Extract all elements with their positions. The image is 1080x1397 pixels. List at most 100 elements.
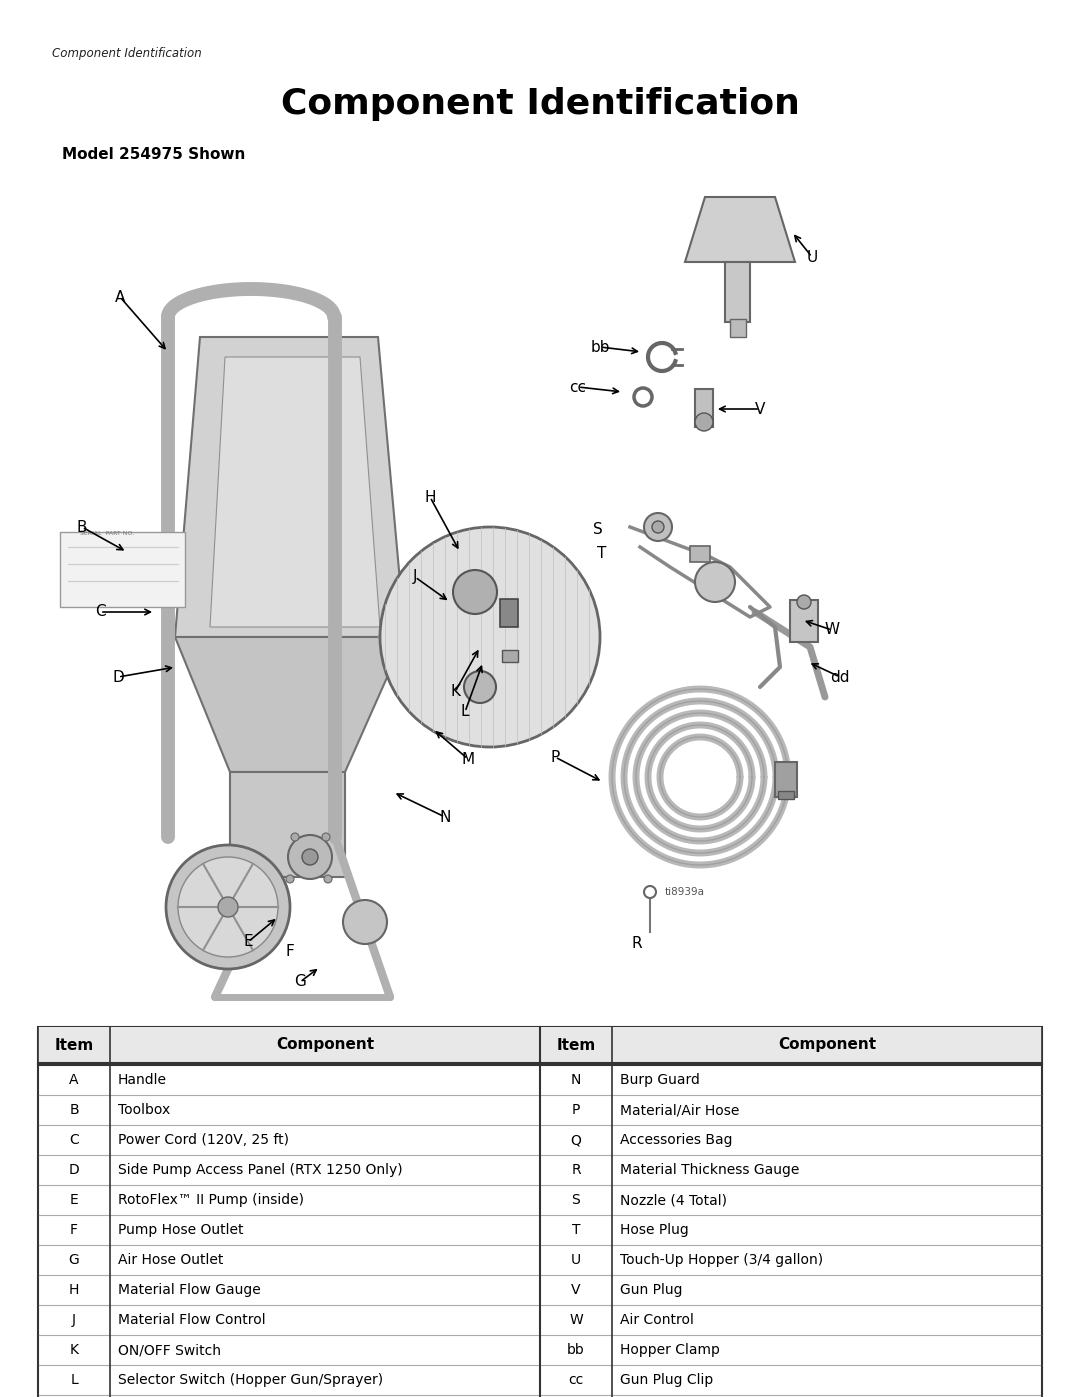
Text: A: A (114, 289, 125, 305)
Text: Material Thickness Gauge: Material Thickness Gauge (620, 1162, 799, 1178)
Text: Component: Component (275, 1038, 374, 1052)
Text: Power Cord (120V, 25 ft): Power Cord (120V, 25 ft) (118, 1133, 289, 1147)
Bar (230, 773, 345, 877)
Text: 311772G: 311772G (52, 1338, 110, 1352)
Circle shape (644, 513, 672, 541)
Bar (38, 1027, 1042, 1397)
Text: G: G (69, 1253, 79, 1267)
Text: 5: 5 (1020, 1338, 1028, 1352)
Text: ti8939a: ti8939a (665, 887, 705, 897)
Text: L: L (461, 704, 469, 719)
Text: B: B (69, 1104, 79, 1118)
Text: Gun Plug: Gun Plug (620, 1282, 683, 1296)
Text: W: W (569, 1313, 583, 1327)
Circle shape (343, 900, 387, 944)
Text: G: G (294, 975, 306, 989)
Polygon shape (685, 197, 795, 263)
Circle shape (464, 671, 496, 703)
Text: Q: Q (570, 1133, 581, 1147)
Text: P: P (551, 750, 559, 764)
Polygon shape (175, 337, 405, 637)
Bar (502, 650, 518, 662)
Bar (775, 761, 797, 798)
Bar (725, 263, 750, 321)
Circle shape (324, 875, 332, 883)
Text: Hopper Clamp: Hopper Clamp (620, 1343, 720, 1356)
Bar (540, 1027, 1042, 1063)
Text: L: L (70, 1373, 78, 1387)
Text: Nozzle (4 Total): Nozzle (4 Total) (620, 1193, 727, 1207)
Text: B: B (77, 520, 87, 535)
Text: T: T (597, 546, 607, 562)
Text: Model 254975 Shown: Model 254975 Shown (62, 147, 245, 162)
Circle shape (166, 845, 291, 970)
Bar (500, 599, 518, 627)
Text: U: U (807, 250, 818, 264)
Polygon shape (210, 358, 380, 627)
Text: D: D (69, 1162, 79, 1178)
Text: ON/OFF Switch: ON/OFF Switch (118, 1343, 221, 1356)
Circle shape (291, 833, 299, 841)
Text: Hose Plug: Hose Plug (620, 1222, 689, 1236)
Text: bb: bb (567, 1343, 585, 1356)
Text: Item: Item (54, 1038, 94, 1052)
Text: P: P (571, 1104, 580, 1118)
Text: Pump Hose Outlet: Pump Hose Outlet (118, 1222, 243, 1236)
Text: F: F (285, 944, 295, 960)
Text: Accessories Bag: Accessories Bag (620, 1133, 732, 1147)
Text: Item: Item (556, 1038, 596, 1052)
Text: bb: bb (591, 339, 610, 355)
Text: J: J (413, 570, 417, 584)
Text: W: W (824, 623, 839, 637)
Text: Material Flow Control: Material Flow Control (118, 1313, 266, 1327)
Bar (696, 388, 713, 427)
Text: Material/Air Hose: Material/Air Hose (620, 1104, 740, 1118)
Text: J: J (72, 1313, 76, 1327)
Text: U: U (571, 1253, 581, 1267)
Text: T: T (571, 1222, 580, 1236)
Bar (778, 791, 794, 799)
Text: Selector Switch (Hopper Gun/Sprayer): Selector Switch (Hopper Gun/Sprayer) (118, 1373, 383, 1387)
Text: cc: cc (568, 1373, 583, 1387)
Text: Side Pump Access Panel (RTX 1250 Only): Side Pump Access Panel (RTX 1250 Only) (118, 1162, 403, 1178)
Circle shape (218, 897, 238, 916)
Text: H: H (69, 1282, 79, 1296)
Text: E: E (69, 1193, 79, 1207)
Bar (789, 599, 818, 643)
Text: S: S (571, 1193, 580, 1207)
Circle shape (322, 833, 330, 841)
Text: V: V (571, 1282, 581, 1296)
Circle shape (696, 562, 735, 602)
Text: RotoFlex™ II Pump (inside): RotoFlex™ II Pump (inside) (118, 1193, 303, 1207)
Text: Component Identification: Component Identification (52, 47, 202, 60)
Text: Component: Component (778, 1038, 876, 1052)
Text: dd: dd (831, 669, 850, 685)
Text: C: C (69, 1133, 79, 1147)
Text: N: N (571, 1073, 581, 1087)
Circle shape (652, 521, 664, 534)
Text: V: V (755, 401, 766, 416)
Circle shape (286, 875, 294, 883)
Text: Handle: Handle (118, 1073, 167, 1087)
Circle shape (302, 849, 318, 865)
Text: H: H (424, 489, 435, 504)
Text: M: M (461, 752, 474, 767)
Text: cc: cc (569, 380, 586, 394)
Text: R: R (632, 936, 643, 951)
Text: Component Identification: Component Identification (281, 87, 799, 122)
Text: F: F (70, 1222, 78, 1236)
Text: Burp Guard: Burp Guard (620, 1073, 700, 1087)
Text: D: D (112, 669, 124, 685)
Circle shape (178, 856, 278, 957)
Text: Gun Plug Clip: Gun Plug Clip (620, 1373, 713, 1387)
Text: Air Hose Outlet: Air Hose Outlet (118, 1253, 224, 1267)
Text: Material Flow Gauge: Material Flow Gauge (118, 1282, 260, 1296)
Text: E: E (243, 935, 253, 950)
Text: Toolbox: Toolbox (118, 1104, 171, 1118)
Polygon shape (175, 637, 405, 773)
Text: K: K (450, 685, 460, 700)
Text: R: R (571, 1162, 581, 1178)
Text: S: S (593, 521, 603, 536)
Text: N: N (440, 809, 450, 824)
Circle shape (380, 527, 600, 747)
